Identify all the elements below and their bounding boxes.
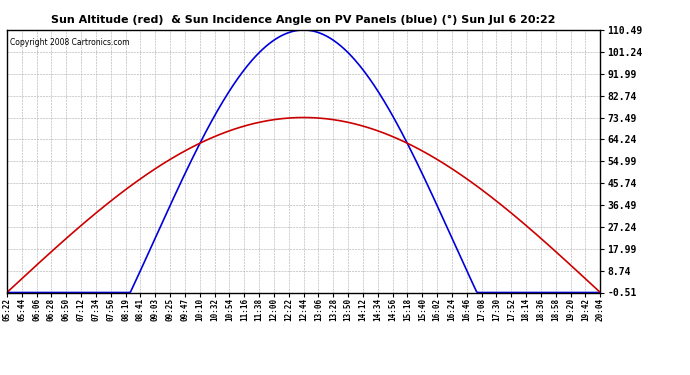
Text: Copyright 2008 Cartronics.com: Copyright 2008 Cartronics.com [10,38,129,47]
Text: Sun Altitude (red)  & Sun Incidence Angle on PV Panels (blue) (°) Sun Jul 6 20:2: Sun Altitude (red) & Sun Incidence Angle… [51,15,556,25]
